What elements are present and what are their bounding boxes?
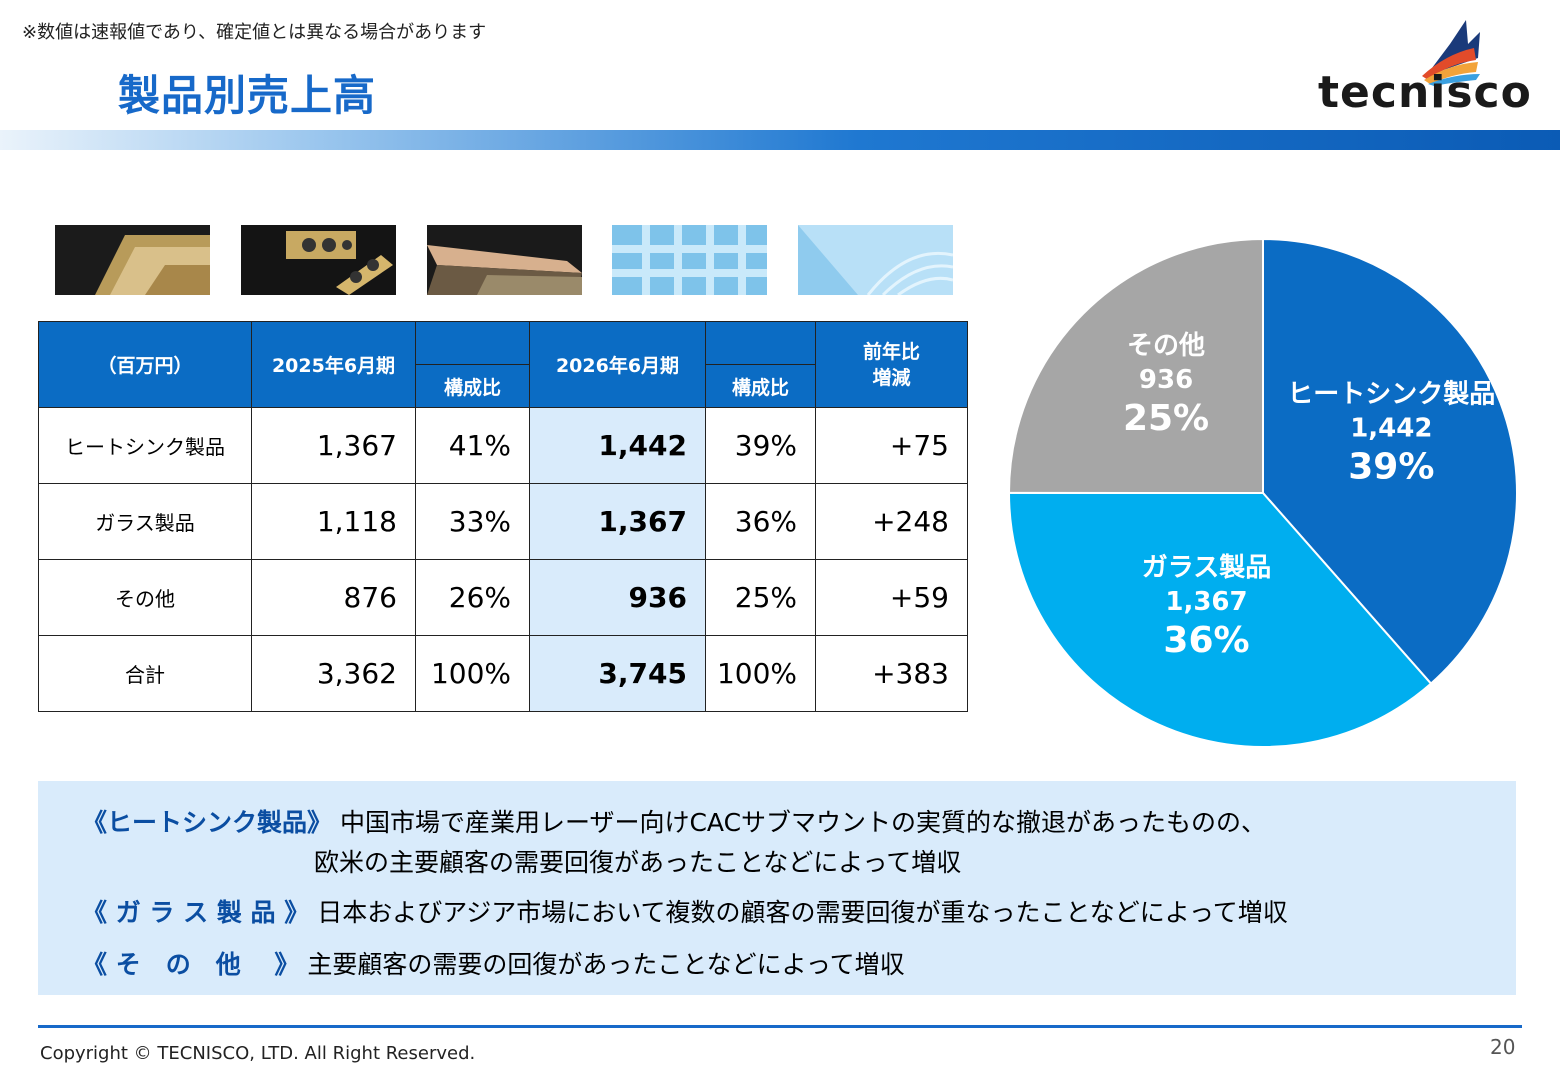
pie-percent-0: 39% (1348, 447, 1434, 488)
product-photos (55, 225, 955, 295)
logo-mark-icon (1422, 20, 1480, 86)
disclaimer-note: ※数値は速報値であり、確定値とは異なる場合があります (22, 22, 487, 43)
cell-ratio2026: 36% (705, 483, 816, 560)
row-label: その他 (38, 559, 252, 636)
cell-ratio2026: 39% (705, 407, 816, 484)
pie-label-2: その他 (1127, 331, 1205, 361)
cell-yoy: +75 (815, 407, 968, 484)
summary-glass: 《 ガ ラ ス 製 品 》 日本およびアジア市場において複数の顧客の需要回復が重… (82, 893, 1288, 929)
table-row: ヒートシンク製品 1,367 41% 1,442 39% +75 (38, 407, 968, 484)
copyright: Copyright © TECNISCO, LTD. All Right Res… (40, 1043, 476, 1064)
cell-fy2026: 3,745 (529, 635, 706, 712)
row-label: 合計 (38, 635, 252, 712)
header-yoy: 前年比 増減 (815, 321, 968, 408)
cell-yoy: +248 (815, 483, 968, 560)
summary-box: 《ヒートシンク製品》 中国市場で産業用レーザー向けCACサブマウントの実質的な撤… (38, 781, 1516, 995)
table-row: その他 876 26% 936 25% +59 (38, 559, 968, 636)
row-label: ガラス製品 (38, 483, 252, 560)
cell-fy2026: 1,367 (529, 483, 706, 560)
header-fy2025: 2025年6月期 (251, 321, 416, 408)
heatsink-photo-3 (427, 225, 582, 295)
header-blank-2 (705, 321, 816, 365)
pie-slice-2 (1007, 237, 1264, 495)
cell-ratio2025: 100% (415, 635, 530, 712)
header-bar (0, 130, 1560, 150)
sales-pie-chart: ヒートシンク製品 1,442 39% ガラス製品 1,367 36% その他 936 25% (1000, 230, 1530, 764)
cell-ratio2025: 26% (415, 559, 530, 636)
summary-category: 《 そ の 他 》 (82, 950, 300, 979)
cell-fy2025: 1,367 (251, 407, 416, 484)
page-number: 20 (1490, 1035, 1516, 1059)
summary-text: 主要顧客の需要の回復があったことなどによって増収 (307, 950, 905, 979)
pie-slice-0 (1262, 237, 1518, 685)
cell-yoy: +383 (815, 635, 968, 712)
pie-value-0: 1,442 (1350, 414, 1432, 444)
cell-fy2026: 1,442 (529, 407, 706, 484)
row-label: ヒートシンク製品 (38, 407, 252, 484)
logo-text: tecnisco (1318, 67, 1532, 118)
summary-text: 欧米の主要顧客の需要回復があったことなどによって増収 (314, 848, 962, 877)
glass-photo-1 (612, 225, 767, 295)
summary-text: 日本およびアジア市場において複数の顧客の需要回復が重なったことなどによって増収 (317, 898, 1288, 927)
cell-fy2025: 876 (251, 559, 416, 636)
pie-percent-1: 36% (1163, 620, 1249, 661)
header-blank-1 (415, 321, 530, 365)
cell-ratio2025: 41% (415, 407, 530, 484)
header-fy2026: 2026年6月期 (529, 321, 706, 408)
table-row: 合計 3,362 100% 3,745 100% +383 (38, 635, 968, 712)
summary-category: 《 ガ ラ ス 製 品 》 (82, 898, 310, 927)
pie-value-1: 1,367 (1165, 587, 1247, 617)
cell-fy2026: 936 (529, 559, 706, 636)
company-logo: tecnisco (1318, 14, 1532, 118)
footer-divider (38, 1025, 1522, 1028)
page-title: 製品別売上高 (118, 71, 377, 120)
glass-photo-2 (798, 225, 953, 295)
heatsink-photo-2 (241, 225, 396, 295)
summary-heatsink: 《ヒートシンク製品》 中国市場で産業用レーザー向けCACサブマウントの実質的な撤… (82, 803, 1266, 839)
pie-label-0: ヒートシンク製品 (1287, 380, 1495, 410)
cell-ratio2025: 33% (415, 483, 530, 560)
table-row: ガラス製品 1,118 33% 1,367 36% +248 (38, 483, 968, 560)
cell-fy2025: 3,362 (251, 635, 416, 712)
header-ratio-2026: 構成比 (705, 364, 816, 408)
cell-ratio2026: 25% (705, 559, 816, 636)
summary-category: 《ヒートシンク製品》 (82, 808, 333, 837)
pie-slice-1 (1007, 491, 1433, 748)
summary-text: 中国市場で産業用レーザー向けCACサブマウントの実質的な撤退があったものの、 (339, 808, 1267, 837)
summary-other: 《 そ の 他 》 主要顧客の需要の回復があったことなどによって増収 (82, 945, 905, 981)
pie-percent-2: 25% (1123, 398, 1209, 439)
pie-label-1: ガラス製品 (1142, 553, 1271, 583)
cell-ratio2026: 100% (705, 635, 816, 712)
header-unit: （百万円） (38, 321, 252, 408)
heatsink-photo-1 (55, 225, 210, 295)
header-ratio-2025: 構成比 (415, 364, 530, 408)
cell-yoy: +59 (815, 559, 968, 636)
summary-heatsink-line2: 欧米の主要顧客の需要回復があったことなどによって増収 (314, 843, 961, 879)
cell-fy2025: 1,118 (251, 483, 416, 560)
pie-value-2: 936 (1139, 365, 1193, 395)
sales-table: （百万円） 2025年6月期 2026年6月期 前年比 増減 構成比 構成比 ヒ… (38, 321, 968, 712)
